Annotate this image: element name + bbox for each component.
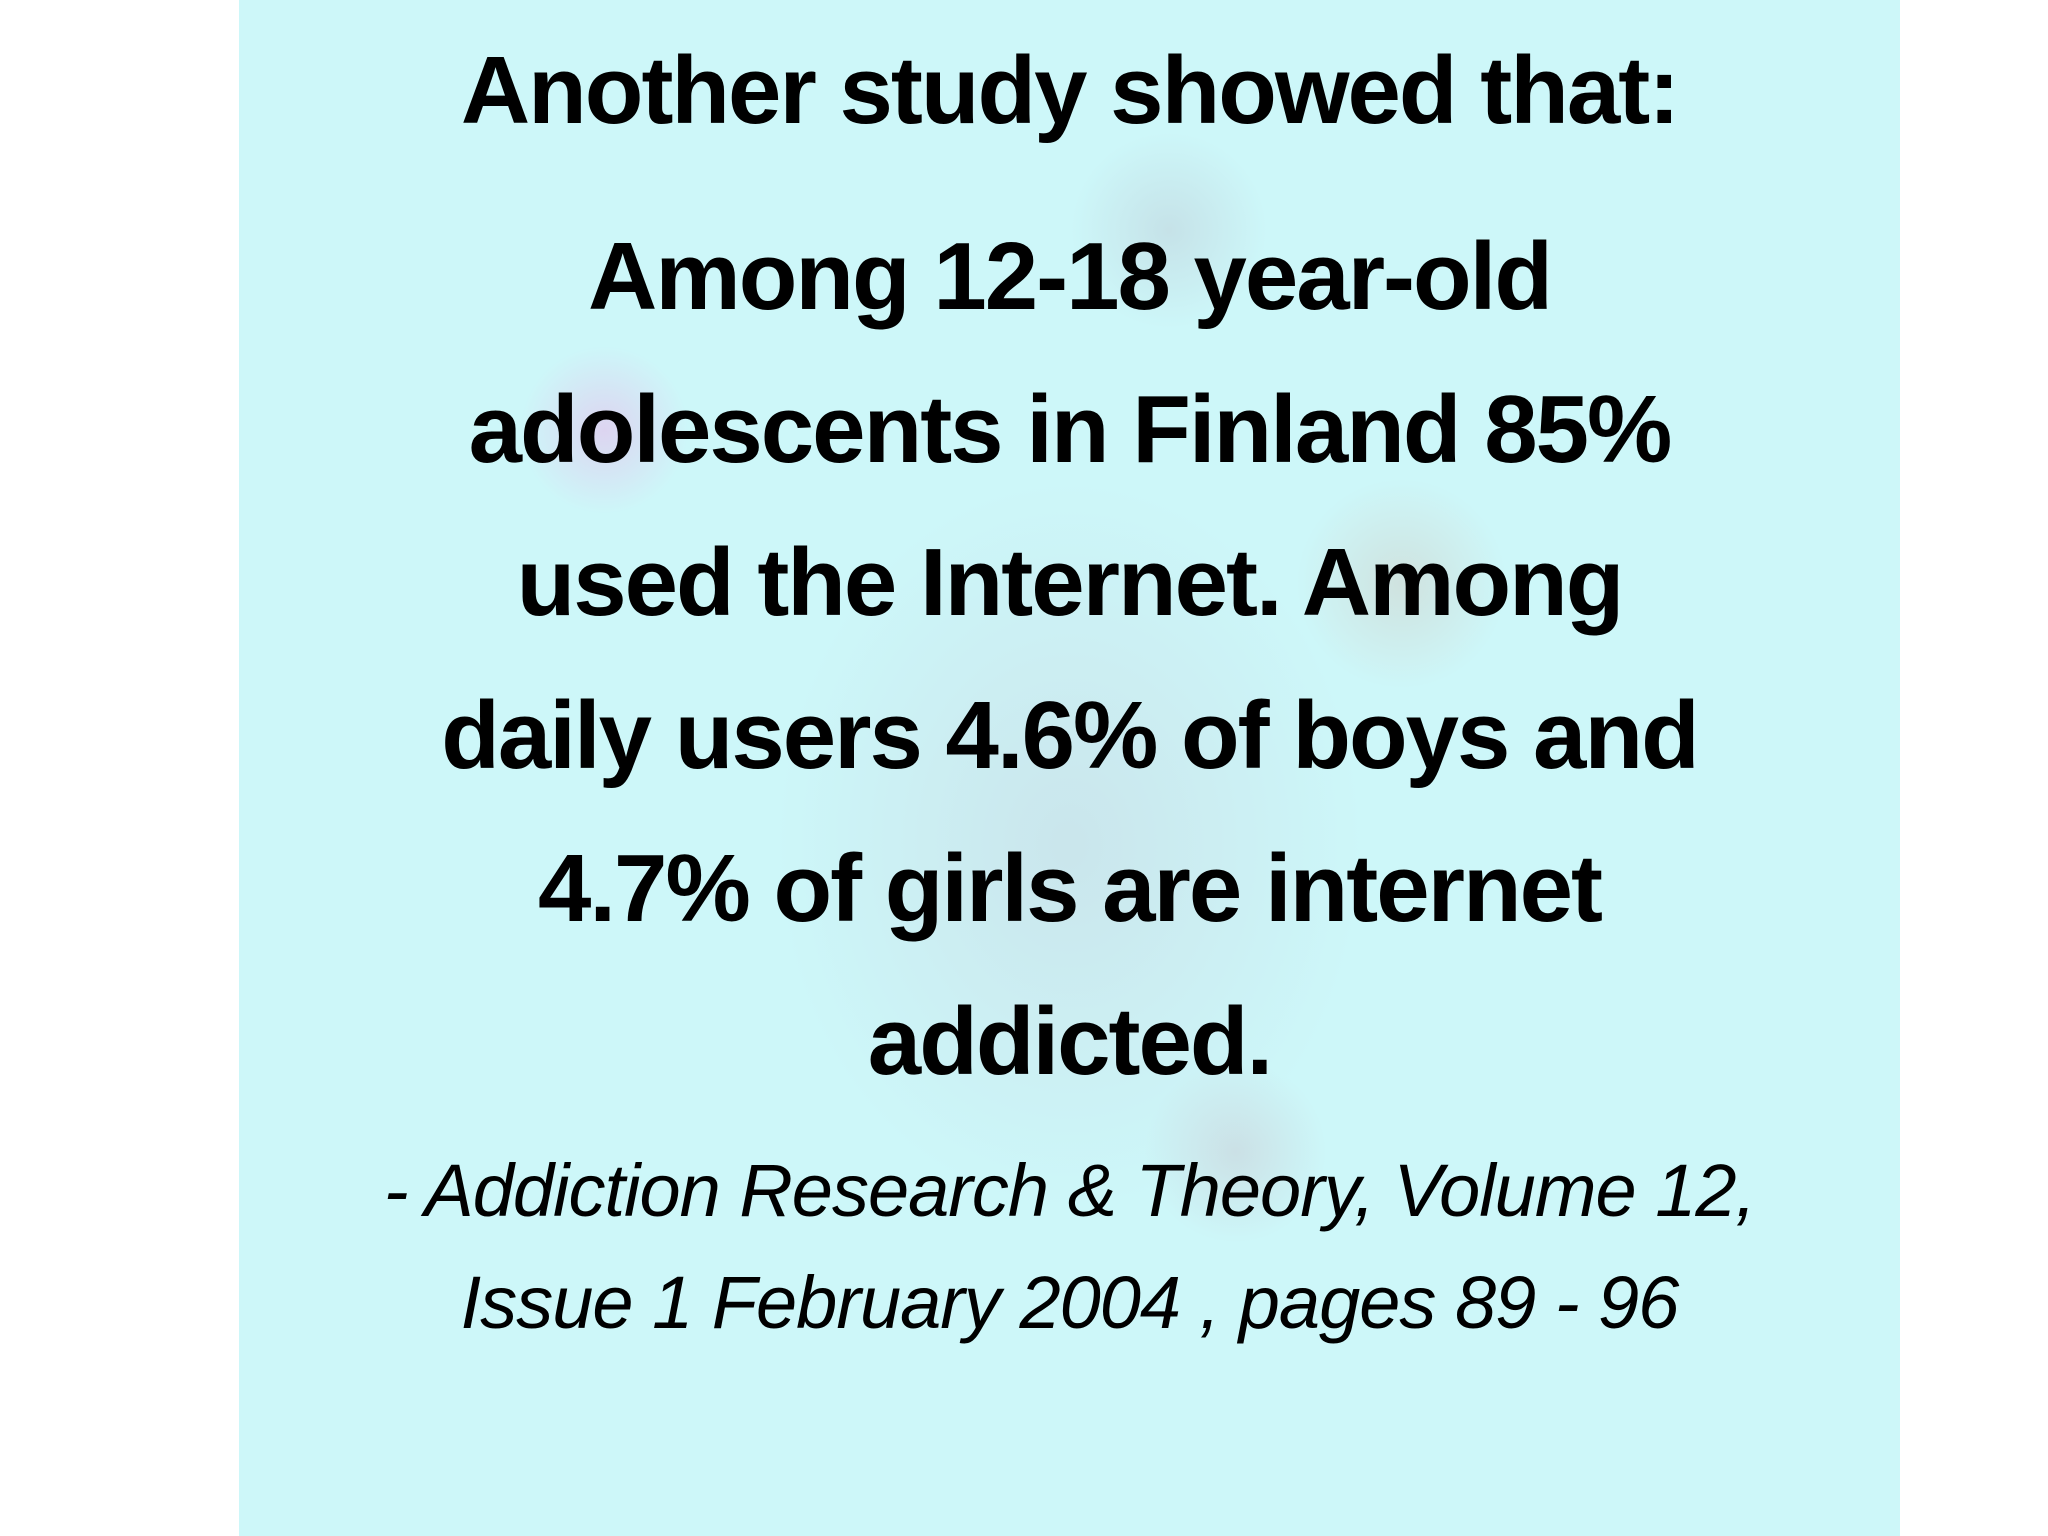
body-line: daily users 4.6% of boys and [441,682,1699,789]
body-line: used the Internet. Among [516,529,1625,636]
citation-line: Issue 1 February 2004 , pages 89 - 96 [460,1261,1680,1344]
body-line: Among 12-18 year-old [588,223,1553,330]
body-line: addicted. [867,988,1273,1095]
body-line: adolescents in Finland 85% [468,376,1673,483]
citation-line: - Addiction Research & Theory, Volume 12… [383,1149,1756,1232]
slide-title: Another study showed that: [460,37,1680,144]
slide-panel: Another study showed that: Among 12-18 y… [239,0,1900,1536]
body-line: 4.7% of girls are internet [537,835,1603,942]
